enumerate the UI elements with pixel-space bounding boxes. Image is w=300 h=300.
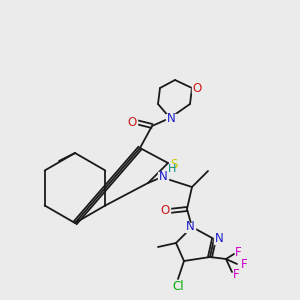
Bar bbox=[127, 118, 137, 127]
Text: N: N bbox=[214, 232, 224, 245]
Text: O: O bbox=[192, 82, 202, 94]
Text: F: F bbox=[233, 268, 239, 281]
Bar bbox=[214, 235, 224, 244]
Text: Cl: Cl bbox=[172, 280, 184, 293]
Text: O: O bbox=[160, 205, 169, 218]
Text: F: F bbox=[241, 259, 247, 272]
Text: H: H bbox=[168, 164, 176, 174]
Text: O: O bbox=[128, 116, 136, 128]
Bar bbox=[192, 83, 202, 92]
Bar bbox=[170, 282, 186, 292]
Text: N: N bbox=[167, 112, 176, 124]
Text: F: F bbox=[235, 247, 241, 260]
Text: N: N bbox=[186, 220, 194, 233]
Text: N: N bbox=[159, 169, 167, 182]
Bar bbox=[185, 223, 195, 232]
Bar bbox=[158, 172, 168, 181]
Bar bbox=[160, 206, 170, 215]
Bar bbox=[166, 113, 176, 122]
Text: S: S bbox=[170, 158, 178, 170]
